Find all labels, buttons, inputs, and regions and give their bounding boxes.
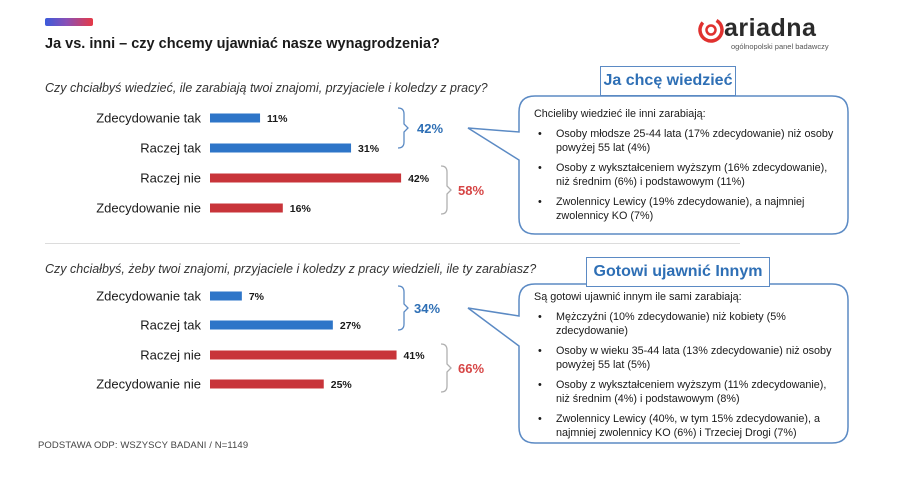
tag-gotowi-ujawnic: Gotowi ujawnić Innym — [586, 257, 770, 287]
bar — [210, 203, 283, 213]
bar — [210, 143, 352, 153]
value-label: 16% — [290, 203, 312, 215]
list-item: Osoby z wykształceniem wyższym (11% zdec… — [534, 378, 838, 406]
list-item: Zwolennicy Lewicy (40%, w tym 15% zdecyd… — [534, 412, 838, 440]
bar — [210, 350, 397, 360]
logo-wordmark: ariadna — [724, 14, 817, 42]
group-bracket — [397, 285, 409, 331]
group-bracket — [397, 107, 409, 149]
bar — [210, 379, 324, 389]
value-label: 42% — [408, 173, 430, 185]
value-label: 7% — [249, 291, 265, 303]
callout-text-2: Są gotowi ujawnić innym ile sami zarabia… — [534, 290, 838, 446]
accent-bar — [45, 18, 93, 26]
question-1: Czy chciałbyś wiedzieć, ile zarabiają tw… — [45, 81, 488, 95]
group-total-label: 66% — [458, 361, 484, 376]
category-label: Zdecydowanie nie — [96, 201, 201, 216]
page-title: Ja vs. inni – czy chcemy ujawniać nasze … — [45, 36, 440, 52]
list-item: Zwolennicy Lewicy (19% zdecydowanie), a … — [534, 195, 838, 223]
category-label: Zdecydowanie nie — [96, 377, 201, 392]
value-label: 25% — [331, 379, 353, 391]
callout-heading: Chcieliby wiedzieć ile inni zarabiają: — [534, 108, 706, 120]
footer-note: PODSTAWA ODP: WSZYSCY BADANI / N=1149 — [38, 440, 249, 451]
value-label: 31% — [358, 143, 380, 155]
logo-mark-icon — [698, 17, 724, 43]
group-total-label: 42% — [417, 121, 443, 136]
category-label: Raczej tak — [140, 141, 201, 156]
tag-ja-chce-wiedziec: Ja chcę wiedzieć — [600, 66, 736, 96]
bar — [210, 173, 402, 183]
list-item: Mężczyźni (10% zdecydowanie) niż kobiety… — [534, 310, 838, 338]
question-2: Czy chciałbyś, żeby twoi znajomi, przyja… — [45, 262, 537, 276]
callout-text-1: Chcieliby wiedzieć ile inni zarabiają: O… — [534, 107, 838, 229]
section-divider — [45, 243, 740, 244]
category-label: Raczej tak — [140, 318, 201, 333]
bar — [210, 113, 261, 123]
group-total-label: 58% — [458, 183, 484, 198]
list-item: Osoby w wieku 35-44 lata (13% zdecydowan… — [534, 344, 838, 372]
brand-logo: ariadna ogólnopolski panel badawczy — [697, 14, 837, 54]
category-label: Zdecydowanie tak — [96, 289, 201, 304]
group-bracket — [440, 343, 452, 393]
logo-tagline: ogólnopolski panel badawczy — [731, 42, 829, 51]
bar — [210, 320, 333, 330]
group-total-label: 34% — [414, 301, 440, 316]
category-label: Raczej nie — [140, 171, 201, 186]
list-item: Osoby młodsze 25-44 lata (17% zdecydowan… — [534, 127, 838, 155]
callout-heading: Są gotowi ujawnić innym ile sami zarabia… — [534, 291, 742, 303]
value-label: 41% — [404, 350, 426, 362]
value-label: 27% — [340, 320, 362, 332]
bar — [210, 291, 242, 301]
group-bracket — [440, 165, 452, 215]
category-label: Zdecydowanie tak — [96, 111, 201, 126]
list-item: Osoby z wykształceniem wyższym (16% zdec… — [534, 161, 838, 189]
value-label: 11% — [267, 113, 288, 125]
category-label: Raczej nie — [140, 348, 201, 363]
